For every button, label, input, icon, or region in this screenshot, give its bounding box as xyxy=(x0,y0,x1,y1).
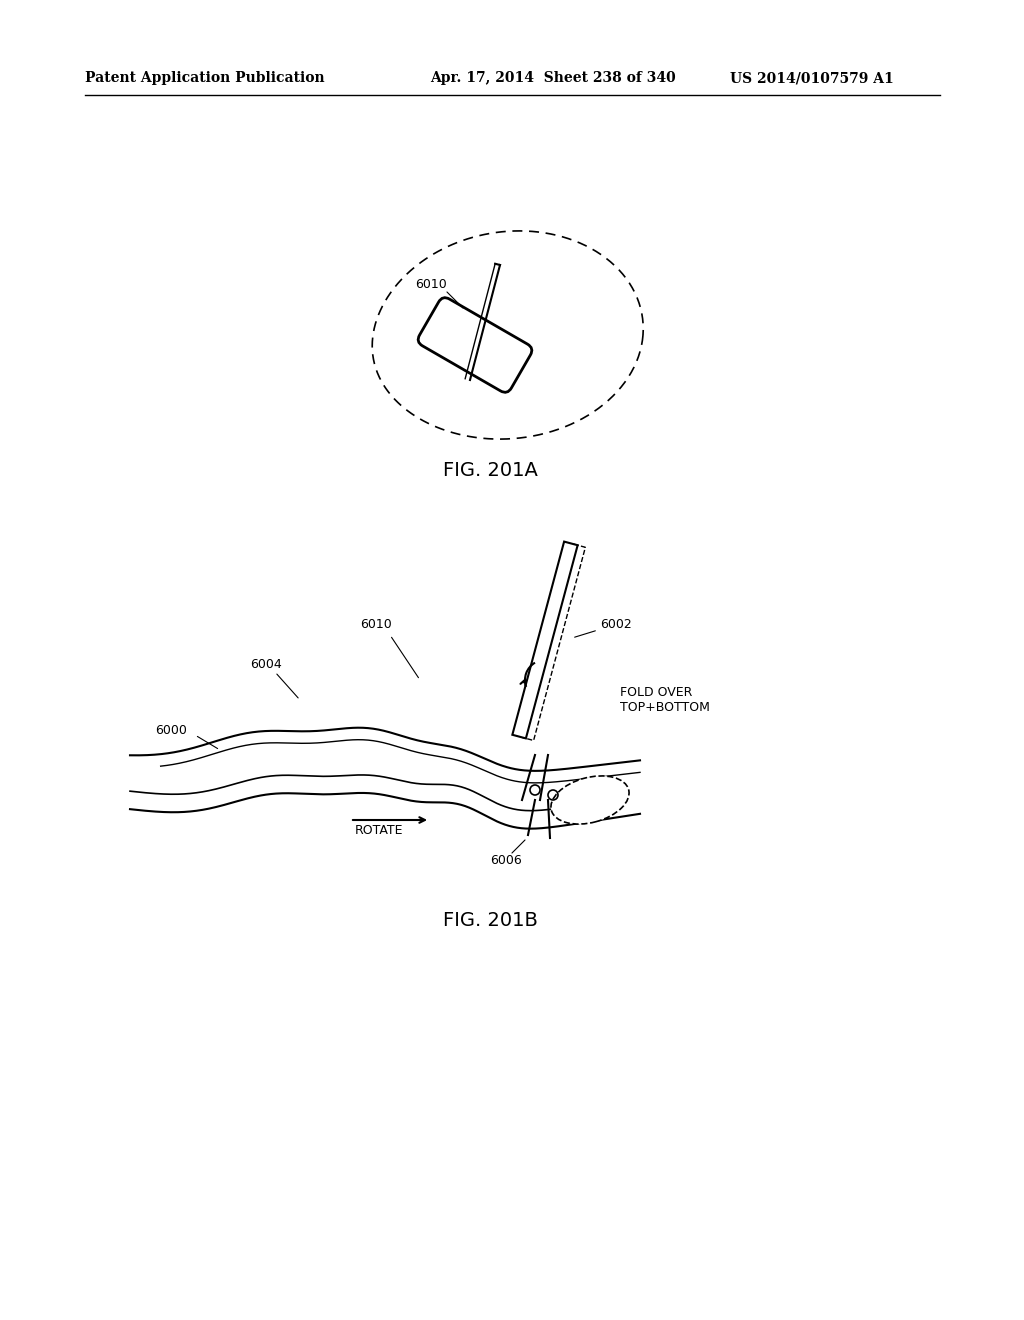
Text: 6006: 6006 xyxy=(490,854,522,866)
Text: FIG. 201B: FIG. 201B xyxy=(442,911,538,929)
Text: Patent Application Publication: Patent Application Publication xyxy=(85,71,325,84)
Ellipse shape xyxy=(551,776,629,824)
Text: FOLD OVER
TOP+BOTTOM: FOLD OVER TOP+BOTTOM xyxy=(620,686,710,714)
Text: ROTATE: ROTATE xyxy=(355,824,403,837)
Text: 6004: 6004 xyxy=(250,659,282,672)
Text: FIG. 201A: FIG. 201A xyxy=(442,461,538,479)
Bar xyxy=(512,541,578,738)
FancyBboxPatch shape xyxy=(418,297,531,392)
Text: US 2014/0107579 A1: US 2014/0107579 A1 xyxy=(730,71,894,84)
Text: 6010: 6010 xyxy=(360,619,392,631)
Text: Apr. 17, 2014  Sheet 238 of 340: Apr. 17, 2014 Sheet 238 of 340 xyxy=(430,71,676,84)
Text: 6010: 6010 xyxy=(415,279,446,292)
Text: 6000: 6000 xyxy=(155,723,186,737)
Bar xyxy=(520,544,586,741)
Text: 6002: 6002 xyxy=(600,619,632,631)
